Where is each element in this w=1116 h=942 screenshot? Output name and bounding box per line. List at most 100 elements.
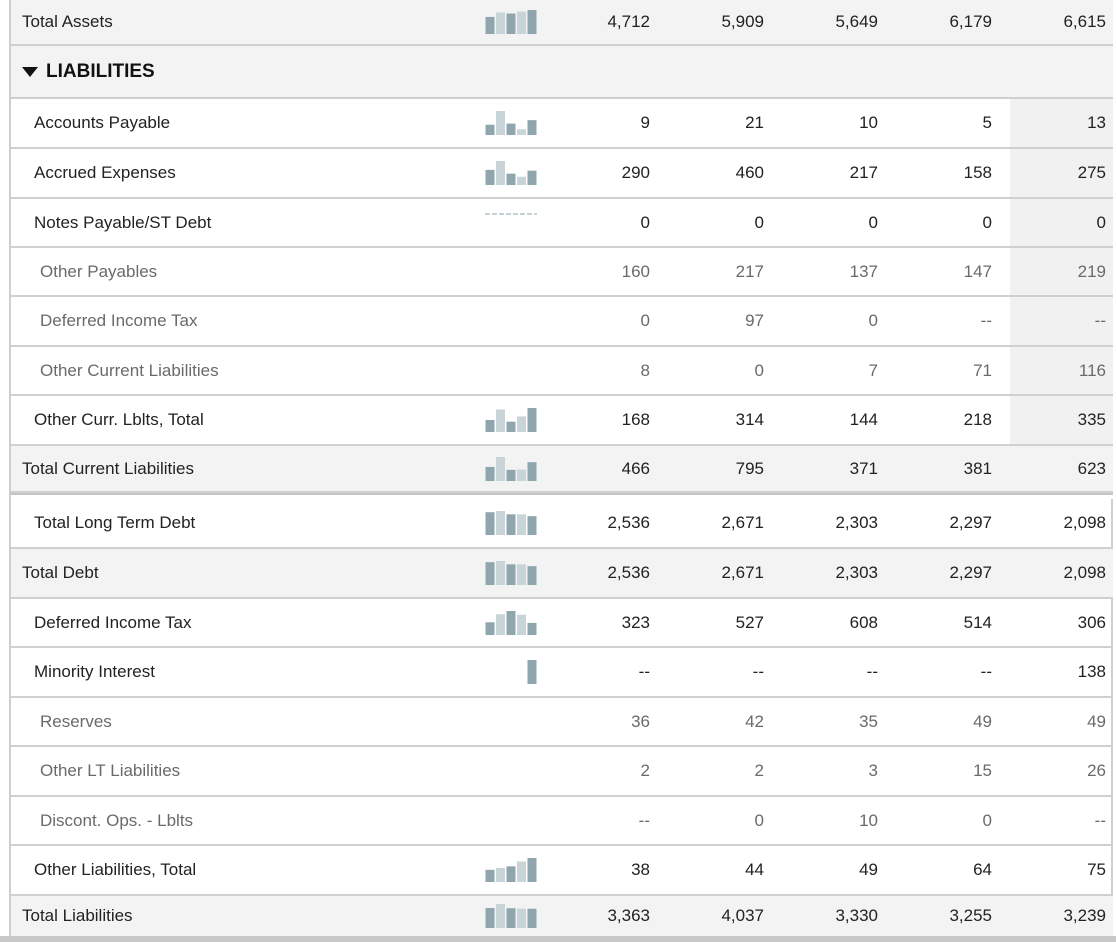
column-shade [1010,347,1113,394]
value-cell: 381 [963,458,992,478]
table-row-other-liabilities-total[interactable]: Other Liabilities, Total 38 44 49 64 75 [11,846,1113,896]
section-title-text: LIABILITIES [46,60,155,82]
value-cell: 49 [859,860,878,879]
table-row-other-lt-liabilities[interactable]: Other LT Liabilities 2 2 3 15 26 [11,747,1113,797]
section-title: LIABILITIES [22,61,155,83]
section-divider [11,493,1113,499]
table-row-total-liabilities[interactable]: Total Liabilities 3,363 4,037 3,330 3,255 3,2… [11,896,1113,936]
value-cell: 795 [735,458,764,478]
table-row-accrued-expenses[interactable]: Accrued Expenses 290 460 217 158 275 [11,149,1113,199]
sparkline-chart [485,111,537,135]
table-row-other-payables[interactable]: Other Payables 160 217 137 147 219 [11,248,1113,297]
value-cell: 64 [973,860,992,879]
row-label: Deferred Income Tax [34,612,192,632]
value-cell: 323 [621,612,650,632]
row-label: Discont. Ops. - Lblts [40,810,194,830]
row-label: Other Payables [40,261,158,281]
sparkline-bar [496,111,505,135]
sparkline-bar [485,419,495,432]
sparkline-bar [527,516,537,535]
sparkline-chart [485,211,537,235]
value-cell: 160 [621,261,650,281]
value-cell: 2,536 [607,563,650,582]
value-cell: 371 [849,458,878,478]
table-row-total-debt[interactable]: Total Debt 2,536 2,671 2,303 2,297 2,098 [11,549,1113,599]
sparkline-bar [527,408,537,432]
sparkline-chart [485,511,537,535]
table-row-minority-interest[interactable]: Minority Interest -- -- -- -- 138 [11,648,1113,698]
sparkline-bar [517,564,526,585]
value-cell: 290 [621,163,650,182]
table-row-total-long-term-debt[interactable]: Total Long Term Debt 2,536 2,671 2,303 2,297… [11,499,1113,549]
sparkline-bar [527,120,537,135]
value-cell: 0 [1096,212,1106,232]
value-cell: 0 [754,360,764,380]
table-row-other-current-liabilities[interactable]: Other Current Liabilities 8 0 7 71 116 [11,347,1113,396]
sparkline-bar [506,173,516,185]
sparkline-bar [527,170,537,185]
value-cell: 335 [1077,410,1106,429]
value-cell: -- [866,662,878,681]
value-cell: 8 [640,360,650,380]
value-cell: 5,649 [835,12,878,31]
caret-down-icon[interactable] [22,66,38,77]
sparkline-bar [485,869,495,882]
value-cell: 623 [1077,458,1106,478]
row-label: Minority Interest [34,662,155,681]
row-label: Total Debt [22,563,99,582]
sparkline-chart [485,610,537,635]
sparkline-bar [506,123,516,135]
sparkline-bar [485,562,495,585]
sparkline-bar [496,161,505,185]
value-cell: 2,297 [949,513,992,532]
sparkline-bar [517,908,526,928]
value-cell: 0 [754,810,764,830]
value-cell: -- [752,662,764,681]
table-row-total-assets[interactable]: Total Assets 4,712 5,909 5,649 6,179 6,6… [11,0,1113,46]
table-row-discont-ops-lblts[interactable]: Discont. Ops. - Lblts -- 0 10 0 -- [11,797,1113,846]
value-cell: 144 [849,410,878,429]
bottom-scroll-band [0,936,1116,942]
value-cell: 3,330 [835,906,878,925]
value-cell: 158 [963,163,992,182]
sparkline-bar [496,904,505,928]
column-shade [1010,199,1113,246]
value-cell: 217 [735,261,764,281]
value-cell: 49 [973,711,992,731]
value-cell: 6,179 [949,12,992,31]
sparkline-chart [485,456,537,481]
table-row-other-curr-lblts-total[interactable]: Other Curr. Lblts, Total 168 314 144 218 335 [11,396,1113,446]
value-cell: 0 [868,212,878,232]
value-cell: 218 [963,410,992,429]
sparkline-bar [527,660,537,684]
value-cell: 3,363 [607,906,650,925]
table-row-total-current-liabilities[interactable]: Total Current Liabilities 466 795 371 381 623 [11,446,1113,493]
value-cell: 9 [640,113,650,132]
sparkline-bar [485,169,495,185]
value-cell: 2,297 [949,563,992,582]
sparkline-bar [517,176,526,185]
value-cell: 527 [735,612,764,632]
table-row-notes-payable-st-debt[interactable]: Notes Payable/ST Debt 0 0 0 0 0 [11,199,1113,248]
value-cell: 275 [1077,163,1106,182]
value-cell: 15 [973,761,992,780]
sparkline-chart [485,561,537,585]
value-cell: 2,303 [835,513,878,532]
value-cell: 3,255 [949,906,992,925]
table-row-deferred-income-tax-current[interactable]: Deferred Income Tax 0 97 0 -- -- [11,297,1113,347]
table-row-deferred-income-tax[interactable]: Deferred Income Tax 323 527 608 514 306 [11,599,1113,648]
value-cell: 2 [754,761,764,780]
column-shade [1010,297,1113,345]
value-cell: 137 [849,261,878,281]
table-row-reserves[interactable]: Reserves 36 42 35 49 49 [11,698,1113,747]
sparkline-bar [527,908,537,928]
value-cell: 2,303 [835,563,878,582]
table-row-accounts-payable[interactable]: Accounts Payable 9 21 10 5 13 [11,99,1113,149]
value-cell: 3,239 [1063,906,1106,925]
value-cell: 26 [1087,761,1106,780]
value-cell: 460 [735,163,764,182]
value-cell: 0 [982,810,992,830]
value-cell: 2,098 [1063,513,1106,532]
value-cell: 21 [745,113,764,132]
section-header-liabilities[interactable]: LIABILITIES [11,46,1113,99]
